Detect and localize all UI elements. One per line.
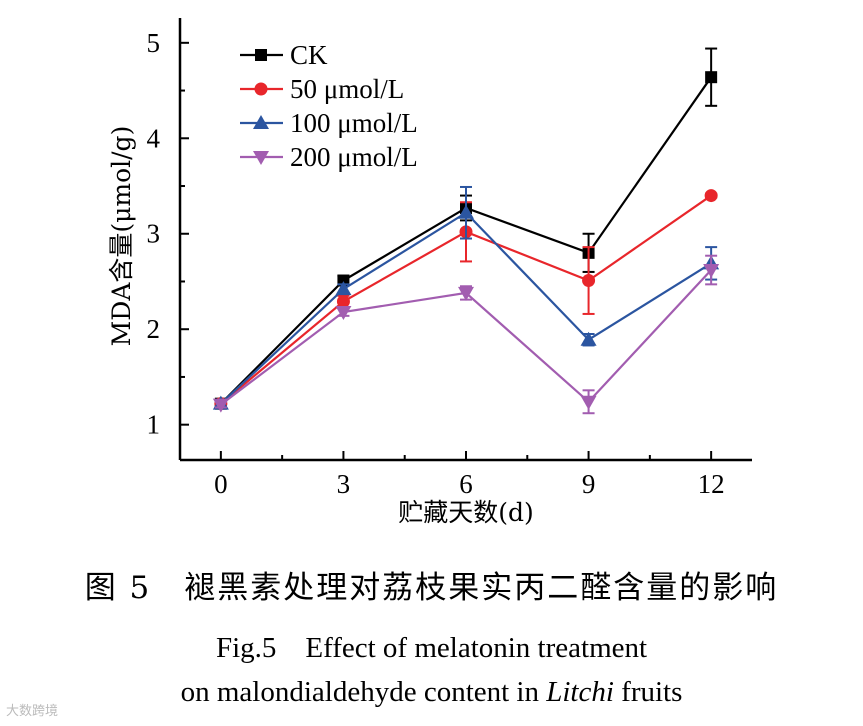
caption-chinese: 图 5 褪黑素处理对荔枝果实丙二醛含量的影响 <box>84 570 779 606</box>
caption-english-line1: Fig.5 Effect of melatonin treatment <box>215 632 648 664</box>
triangle-down-marker <box>212 398 229 413</box>
x-tick-label: 0 <box>214 469 228 499</box>
circle-marker <box>704 189 718 203</box>
triangle-down-marker <box>458 286 474 301</box>
triangle-up-marker <box>335 281 352 296</box>
legend-item: CK <box>240 40 328 70</box>
legend-label: 200 μmol/L <box>290 142 418 172</box>
y-tick-label: 1 <box>147 410 161 440</box>
triangle-down-marker <box>335 306 352 321</box>
x-tick-label: 9 <box>582 469 596 499</box>
y-tick-label: 5 <box>147 28 161 58</box>
x-tick-label: 12 <box>698 469 725 499</box>
legend-item: 200 μmol/L <box>240 142 418 172</box>
triangle-down-marker <box>703 264 720 279</box>
legend-label: 50 μmol/L <box>290 74 404 104</box>
legend-label: 100 μmol/L <box>290 108 418 138</box>
legend-item: 100 μmol/L <box>240 108 418 138</box>
triangle-up-marker <box>458 204 474 219</box>
triangle-up-marker <box>580 331 597 346</box>
square-marker <box>705 71 718 84</box>
series-group <box>212 47 720 415</box>
x-tick-label: 3 <box>337 469 351 499</box>
triangle-down-marker <box>580 395 597 410</box>
triangle-up-marker <box>253 115 269 129</box>
y-tick-label: 3 <box>147 219 161 249</box>
y-axis-label: MDA含量(μmol/g) <box>107 126 136 347</box>
caption-text: on malondialdehyde content in <box>180 676 547 708</box>
caption-italic-genus: Litchi <box>546 676 614 708</box>
legend-item: 50 μmol/L <box>240 74 404 104</box>
triangle-down-marker <box>253 151 269 165</box>
square-marker <box>255 49 267 61</box>
circle-marker <box>254 82 268 96</box>
watermark: 大数跨境 <box>6 704 59 719</box>
caption-text-end: fruits <box>613 676 683 708</box>
y-tick-label: 4 <box>147 123 161 153</box>
legend: CK 50 μmol/L 100 μmol/L 200 μmol/L <box>240 40 418 172</box>
series-200-mol-l <box>212 254 720 415</box>
circle-marker <box>336 295 350 309</box>
x-axis-label: 贮藏天数(d) <box>398 498 534 527</box>
y-tick-label: 2 <box>147 314 161 344</box>
caption-english-line2: on malondialdehyde content in Litchi fru… <box>0 676 863 709</box>
x-tick-label: 6 <box>459 469 473 499</box>
legend-label: CK <box>290 40 328 70</box>
circle-marker <box>582 274 596 288</box>
